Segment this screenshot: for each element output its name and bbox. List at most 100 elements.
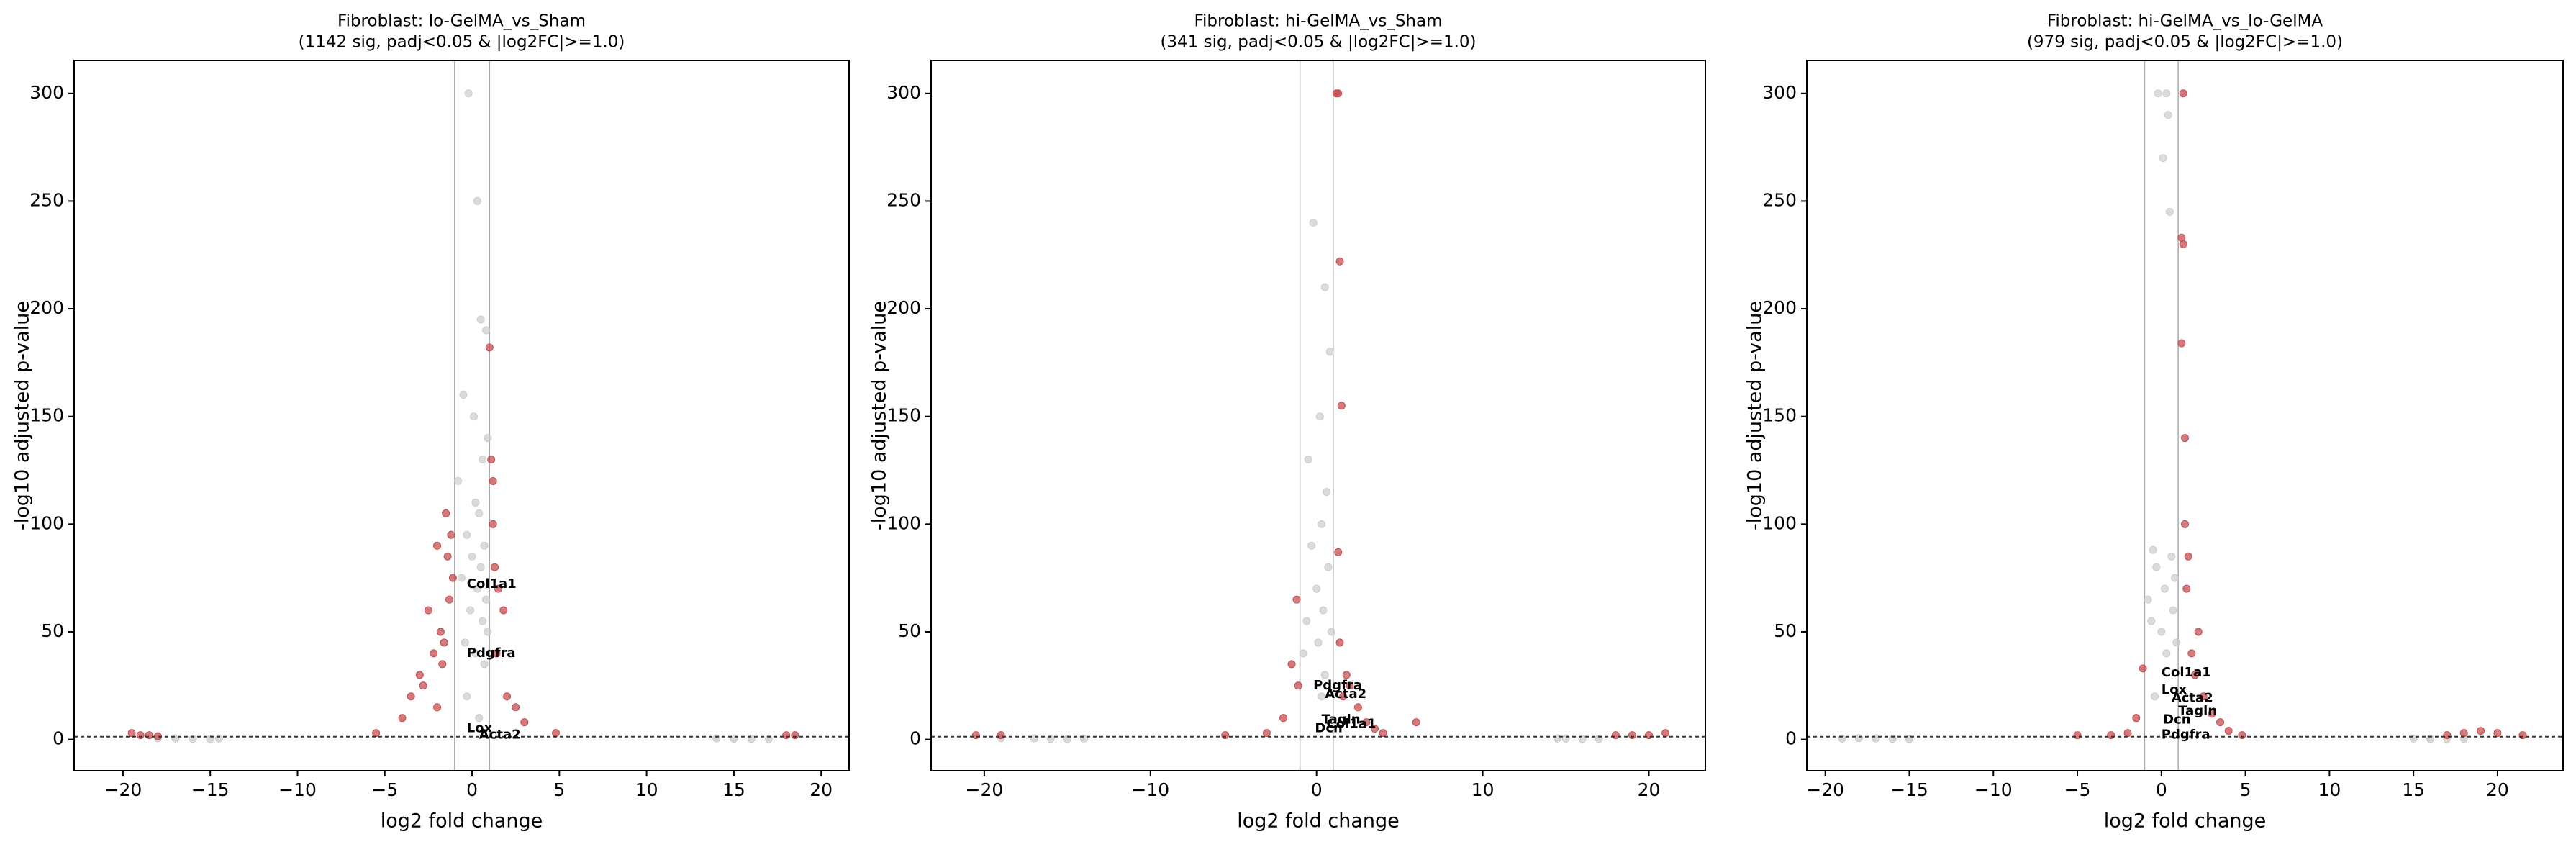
point <box>466 606 475 615</box>
point <box>1644 731 1653 740</box>
point <box>1221 731 1230 740</box>
point <box>127 729 136 738</box>
x-tick-label: 0 <box>1311 779 1323 800</box>
y-tick-label: 50 <box>41 620 64 641</box>
x-tick-label: −15 <box>1890 779 1928 800</box>
point <box>471 649 480 658</box>
point <box>712 734 721 743</box>
point <box>415 671 424 679</box>
point <box>433 703 442 712</box>
x-tick-label: −10 <box>278 779 317 800</box>
y-tick-label: 150 <box>886 405 921 426</box>
point <box>473 584 481 593</box>
point <box>480 541 489 550</box>
point <box>2443 731 2452 740</box>
point <box>782 731 791 740</box>
point <box>1325 348 1334 356</box>
point <box>1315 412 1324 421</box>
x-tick-label: 0 <box>2156 779 2167 800</box>
point <box>2181 520 2189 528</box>
point <box>2169 606 2177 615</box>
point <box>2159 154 2167 163</box>
point <box>2194 628 2203 636</box>
x-tick-label: 20 <box>809 779 833 800</box>
point <box>2224 727 2233 735</box>
point <box>971 731 980 740</box>
point <box>512 703 520 712</box>
x-tick-label: −20 <box>1806 779 1844 800</box>
x-tick-label: 0 <box>466 779 478 800</box>
x-tick-label: −10 <box>1974 779 2013 800</box>
point <box>2184 552 2192 561</box>
point <box>2132 714 2141 723</box>
point <box>1312 584 1321 593</box>
point <box>492 649 501 658</box>
point <box>2459 729 2468 738</box>
point <box>1334 89 1343 98</box>
x-tick-label: −5 <box>2064 779 2091 800</box>
point <box>2187 649 2196 658</box>
point <box>2154 89 2162 98</box>
point <box>480 660 489 669</box>
point <box>1553 734 1561 743</box>
y-tick-label: 0 <box>53 728 64 749</box>
point <box>2150 692 2159 701</box>
point <box>1371 725 1379 733</box>
point <box>2149 545 2157 554</box>
point <box>1353 703 1362 712</box>
point <box>1323 487 1331 496</box>
point <box>2477 727 2485 735</box>
point <box>2177 339 2186 348</box>
point <box>479 617 487 625</box>
point <box>2170 574 2179 582</box>
point <box>1346 681 1354 690</box>
point <box>430 649 438 658</box>
x-tick-label: −20 <box>966 779 1004 800</box>
point <box>1335 638 1344 647</box>
point <box>2493 729 2502 738</box>
point <box>171 734 180 743</box>
gene-label: Lox <box>2162 682 2187 697</box>
point <box>458 574 466 582</box>
gene-label: Acta2 <box>479 728 521 743</box>
point <box>1314 638 1323 647</box>
x-axis-label: log2 fold change <box>1237 810 1400 833</box>
gene-label: Tagln <box>1322 712 1361 728</box>
gene-label: Tagln <box>2178 704 2217 719</box>
point <box>2139 664 2147 673</box>
point <box>1292 595 1301 604</box>
y-tick-label: 300 <box>886 82 921 103</box>
x-tick-label: 20 <box>1638 779 1661 800</box>
point <box>484 434 492 443</box>
point <box>1872 734 1880 743</box>
y-tick-label: 50 <box>898 620 921 641</box>
point <box>2147 617 2156 625</box>
y-tick-label: 100 <box>30 512 64 533</box>
point <box>2152 563 2161 571</box>
point <box>461 638 469 647</box>
point <box>2518 731 2527 740</box>
point <box>440 638 448 647</box>
point <box>1611 731 1620 740</box>
point <box>491 563 499 571</box>
x-tick-label: 10 <box>2318 779 2341 800</box>
point <box>473 196 481 205</box>
point <box>2164 111 2172 119</box>
y-tick-label: 100 <box>1762 512 1797 533</box>
plot-frame <box>1806 60 2564 771</box>
point <box>2160 584 2169 593</box>
point <box>2179 240 2187 248</box>
point <box>2165 207 2174 216</box>
point <box>436 628 445 636</box>
point <box>997 731 1005 740</box>
point <box>1299 649 1307 658</box>
plot-frame <box>930 60 1706 771</box>
x-tick-label: −20 <box>104 779 142 800</box>
point <box>2238 731 2246 740</box>
point <box>438 660 447 669</box>
point <box>481 326 490 335</box>
point <box>1339 692 1348 701</box>
x-tick-label: 5 <box>553 779 565 800</box>
point <box>419 681 427 690</box>
x-tick-label: 15 <box>722 779 745 800</box>
